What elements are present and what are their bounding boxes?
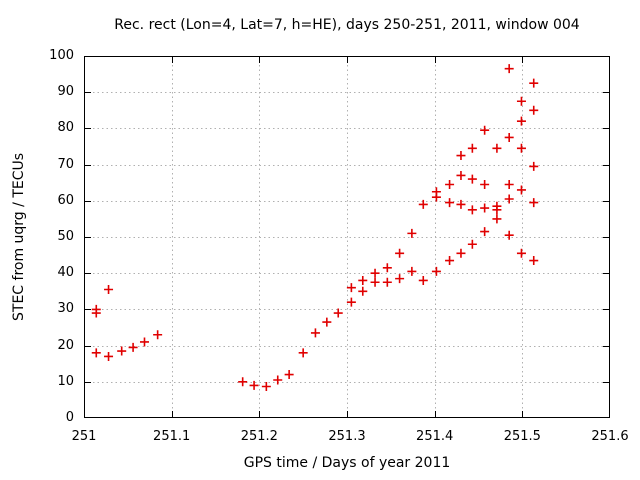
plot-border — [84, 56, 610, 418]
data-point-marker — [467, 205, 477, 215]
data-point-marker — [431, 266, 441, 276]
data-point-marker — [91, 308, 101, 318]
data-point-marker — [529, 105, 539, 115]
data-point-marker — [431, 192, 441, 202]
data-point-marker — [504, 180, 514, 190]
data-point-marker — [418, 199, 428, 209]
x-tick-label: 251.5 — [503, 429, 541, 444]
y-tick-label: 80 — [57, 120, 74, 136]
data-point-marker — [480, 227, 490, 237]
data-point-marker — [91, 348, 101, 358]
data-point-marker — [529, 78, 539, 88]
x-tick-label: 251.4 — [416, 429, 454, 444]
y-tick-label: 20 — [57, 337, 74, 353]
data-point-marker — [310, 328, 320, 338]
data-point-marker — [516, 116, 526, 126]
data-point-marker — [516, 96, 526, 106]
data-point-marker — [456, 199, 466, 209]
data-point-marker — [516, 185, 526, 195]
plot-area — [84, 56, 610, 418]
data-point-marker — [445, 198, 455, 208]
y-tick-label: 0 — [65, 410, 74, 425]
data-point-marker — [284, 370, 294, 380]
x-tick-label: 251.3 — [328, 429, 366, 444]
data-point-marker — [370, 277, 380, 287]
data-point-marker — [358, 275, 368, 285]
data-point-marker — [104, 351, 114, 361]
data-point-marker — [504, 132, 514, 142]
y-tick-label: 90 — [57, 84, 74, 100]
data-point-marker — [492, 214, 502, 224]
data-point-marker — [333, 308, 343, 318]
data-point-marker — [407, 266, 417, 276]
data-point-marker — [467, 143, 477, 153]
data-point-marker — [261, 382, 271, 392]
chart-title: Rec. rect (Lon=4, Lat=7, h=HE), days 250… — [114, 17, 580, 33]
data-point-marker — [467, 239, 477, 249]
y-tick-label: 100 — [49, 48, 74, 63]
data-point-marker — [153, 330, 163, 340]
y-tick-label: 30 — [57, 301, 74, 317]
data-point-marker — [418, 275, 428, 285]
data-point-marker — [117, 346, 127, 356]
data-point-marker — [104, 284, 114, 294]
data-point-marker — [322, 317, 332, 327]
data-point-marker — [298, 348, 308, 358]
y-tick-label: 40 — [57, 265, 74, 281]
y-tick-label: 10 — [57, 373, 74, 389]
data-point-marker — [249, 380, 259, 390]
data-point-marker — [445, 256, 455, 266]
data-point-marker — [456, 248, 466, 258]
data-point-marker — [382, 277, 392, 287]
data-point-marker — [516, 248, 526, 258]
data-point-marker — [529, 198, 539, 208]
data-point-marker — [492, 143, 502, 153]
data-point-marker — [139, 337, 149, 347]
x-tick-label: 251 — [71, 429, 97, 444]
y-tick-label: 70 — [57, 156, 74, 172]
y-tick-label: 50 — [57, 229, 74, 244]
data-point-marker — [456, 151, 466, 161]
data-point-marker — [407, 228, 417, 238]
data-point-marker — [238, 377, 248, 387]
data-point-marker — [358, 286, 368, 296]
data-point-marker — [395, 274, 405, 284]
data-point-marker — [273, 375, 283, 385]
data-point-marker — [456, 170, 466, 180]
data-point-marker — [516, 143, 526, 153]
data-point-marker — [480, 180, 490, 190]
data-point-marker — [467, 174, 477, 184]
data-point-marker — [504, 194, 514, 204]
data-point-marker — [346, 283, 356, 293]
data-point-marker — [529, 256, 539, 266]
data-point-marker — [382, 263, 392, 273]
data-point-marker — [504, 230, 514, 240]
data-point-marker — [370, 268, 380, 278]
x-axis-label: GPS time / Days of year 2011 — [243, 455, 451, 471]
data-point-marker — [128, 342, 138, 352]
data-point-marker — [480, 203, 490, 213]
data-point-marker — [395, 248, 405, 258]
data-point-marker — [445, 180, 455, 190]
y-tick-label: 60 — [57, 192, 74, 208]
data-point-marker — [529, 161, 539, 171]
data-point-marker — [346, 297, 356, 307]
data-point-marker — [504, 64, 514, 74]
x-tick-label: 251.2 — [240, 429, 278, 444]
data-point-marker — [480, 125, 490, 135]
data-point-marker — [492, 205, 502, 215]
x-tick-label: 251.1 — [153, 429, 191, 444]
x-tick-label: 251.6 — [591, 429, 629, 444]
